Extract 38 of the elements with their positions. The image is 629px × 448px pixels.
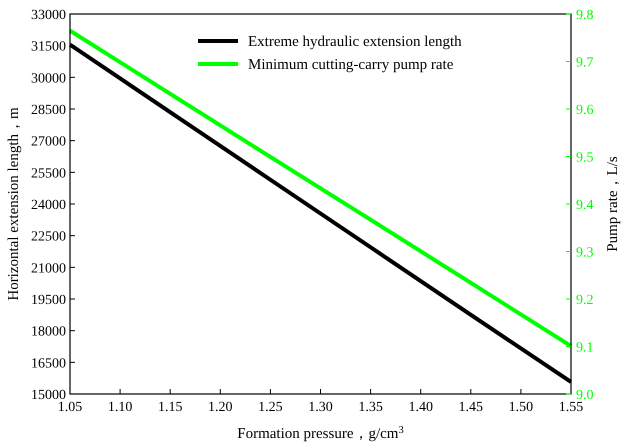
x-tick-label: 1.50: [508, 400, 534, 415]
x-tick-label: 1.10: [108, 400, 132, 415]
y-tick-label: 31500: [31, 40, 66, 55]
x-tick-label: 1.55: [558, 400, 584, 415]
y-tick-label: 21000: [31, 261, 66, 276]
y-tick-label: 22500: [31, 230, 66, 245]
y-tick-label: 15000: [31, 388, 66, 403]
y-tick-label: 24000: [31, 198, 66, 213]
legend-label: Extreme hydraulic extension length: [248, 34, 462, 50]
y2-tick-label: 9.2: [576, 293, 594, 308]
y-tick-label: 16500: [31, 356, 66, 372]
x-tick-label: 1.25: [258, 400, 283, 415]
y2-axis-title: Pump rate，L/s: [605, 156, 621, 252]
y2-tick-label: 9.1: [576, 340, 594, 356]
y-tick-label: 28500: [31, 103, 66, 118]
y-tick-label: 19500: [31, 293, 66, 308]
y2-tick-label: 9.0: [576, 388, 594, 403]
y2-tick-label: 9.3: [576, 246, 594, 260]
legend-label: Minimum cutting-carry pump rate: [248, 57, 454, 73]
x-tick-label: 1.05: [58, 400, 82, 415]
y-tick-label: 25500: [31, 166, 66, 182]
y2-tick-label: 9.7: [576, 56, 594, 70]
x-tick-label: 1.30: [308, 400, 333, 415]
x-tick-label: 1.20: [208, 400, 233, 415]
y-tick-label: 30000: [31, 71, 66, 86]
y2-tick-label: 9.6: [576, 103, 594, 118]
y-tick-label: 18000: [31, 324, 66, 340]
y-tick-label: 27000: [31, 134, 66, 150]
x-tick-label: 1.40: [408, 400, 433, 415]
x-tick-label: 1.45: [458, 400, 484, 415]
x-tick-label: 1.15: [158, 400, 182, 415]
y-tick-label: 33000: [31, 8, 66, 23]
y2-tick-label: 9.8: [576, 8, 594, 23]
x-tick-label: 1.35: [358, 400, 383, 415]
y2-tick-label: 9.4: [576, 198, 594, 213]
x-axis-title: Formation pressure，g/cm$^{3}$: [237, 424, 404, 442]
y-axis-title: Horizontal extension length，m: [6, 107, 22, 301]
y2-tick-label: 9.5: [576, 150, 594, 166]
